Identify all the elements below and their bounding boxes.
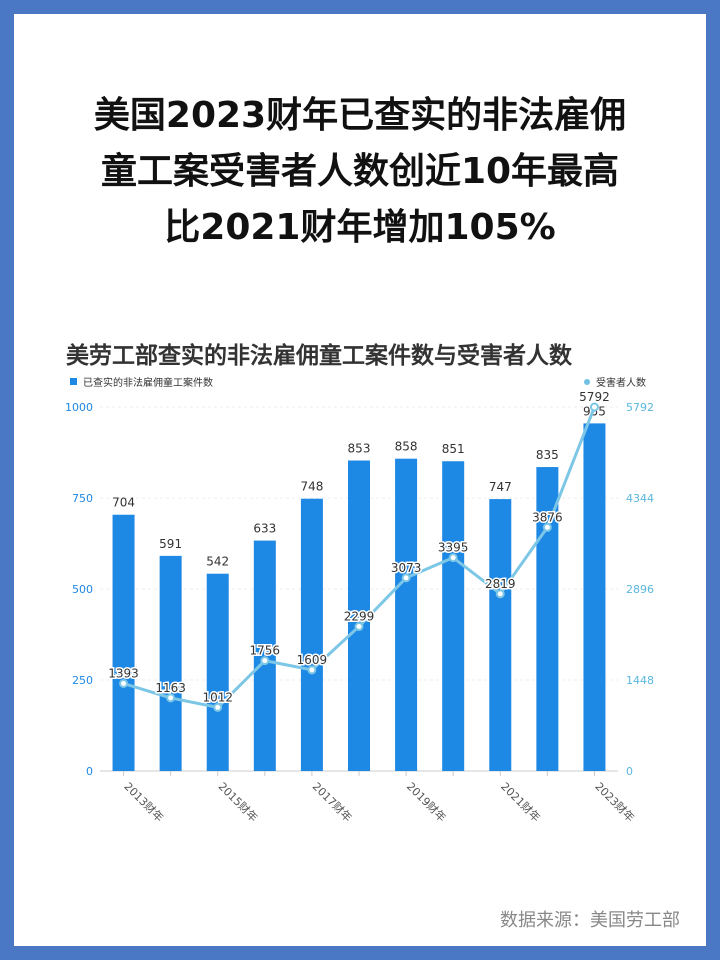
line-value-label: 1393 xyxy=(108,666,139,680)
x-tick-label: 2017财年 xyxy=(310,779,355,824)
line-value-label: 5792 xyxy=(579,390,610,404)
bar xyxy=(348,460,370,771)
x-tick-label: 2021财年 xyxy=(498,779,543,824)
y-right-tick-label: 1448 xyxy=(626,674,654,687)
line-point xyxy=(589,402,599,412)
legend-bar-series[interactable]: 已查实的非法雇佣童工案件数 xyxy=(70,374,213,389)
line-point xyxy=(495,589,505,599)
bar-value-label: 858 xyxy=(395,440,418,454)
legend-square-icon xyxy=(70,378,77,385)
bar xyxy=(442,461,465,771)
bar-value-label: 851 xyxy=(442,442,465,456)
line-point xyxy=(213,702,223,712)
line-point xyxy=(448,553,458,563)
bar xyxy=(395,458,418,771)
bar-value-label: 542 xyxy=(206,555,229,569)
data-source: 数据来源：美国劳工部 xyxy=(500,910,680,931)
line-value-label: 1012 xyxy=(202,690,233,704)
y-right-tick-label: 0 xyxy=(626,765,633,778)
legend-line-series[interactable]: 受害者人数 xyxy=(584,374,646,389)
chart-title: 美劳工部查实的非法雇佣童工案件数与受害者人数 xyxy=(66,343,572,369)
x-tick-label: 2023财年 xyxy=(592,779,637,824)
bar xyxy=(159,555,182,771)
line-point xyxy=(119,678,129,688)
line-point xyxy=(260,656,270,666)
bar xyxy=(489,499,512,771)
bar xyxy=(300,498,323,771)
y-left-tick-label: 0 xyxy=(86,765,93,778)
line-point xyxy=(307,665,317,675)
bar xyxy=(583,423,606,771)
legend-bar-label: 已查实的非法雇佣童工案件数 xyxy=(83,378,213,389)
bar-value-label: 748 xyxy=(300,480,323,494)
line-value-label: 3395 xyxy=(438,541,469,555)
bar-value-label: 591 xyxy=(159,537,182,551)
y-right-tick-label: 2896 xyxy=(626,583,654,596)
x-tick-label: 2013财年 xyxy=(121,779,166,824)
x-tick-label: 2019财年 xyxy=(404,779,449,824)
line-value-label: 2819 xyxy=(485,577,516,591)
bar-value-label: 853 xyxy=(348,442,371,456)
bar xyxy=(253,540,276,771)
bar-value-label: 704 xyxy=(112,496,135,510)
bar-value-label: 633 xyxy=(253,522,276,536)
y-left-tick-label: 500 xyxy=(72,583,93,596)
headline-line-1: 美国2023财年已查实的非法雇佣 xyxy=(93,95,627,136)
line-value-label: 1756 xyxy=(250,644,281,658)
y-left-tick-label: 1000 xyxy=(65,401,93,414)
bar xyxy=(206,573,229,771)
legend-dot-icon xyxy=(584,378,590,385)
bar-value-label: 747 xyxy=(489,480,512,494)
line-value-label: 3876 xyxy=(532,510,563,524)
y-right-tick-label: 4344 xyxy=(626,492,654,505)
line-value-label: 1609 xyxy=(297,653,328,667)
y-right-tick-label: 5792 xyxy=(626,401,654,414)
line-point xyxy=(166,693,176,703)
line-value-label: 3073 xyxy=(391,561,422,575)
headline: 美国2023财年已查实的非法雇佣 童工案受害者人数创近10年最高 比2021财年… xyxy=(0,88,720,256)
headline-line-2: 童工案受害者人数创近10年最高 xyxy=(100,151,620,192)
line-value-label: 1163 xyxy=(155,681,186,695)
line-point xyxy=(401,573,411,583)
y-left-tick-label: 750 xyxy=(72,492,93,505)
bar-value-label: 835 xyxy=(536,448,559,462)
bar xyxy=(112,514,135,771)
line-value-label: 2299 xyxy=(344,610,375,624)
x-tick-label: 2015财年 xyxy=(216,779,261,824)
line-point xyxy=(542,522,552,532)
line-point xyxy=(354,622,364,632)
bar xyxy=(536,467,559,771)
legend-line-label: 受害者人数 xyxy=(596,378,646,389)
y-left-tick-label: 250 xyxy=(72,674,93,687)
headline-line-3: 比2021财年增加105% xyxy=(164,207,556,248)
